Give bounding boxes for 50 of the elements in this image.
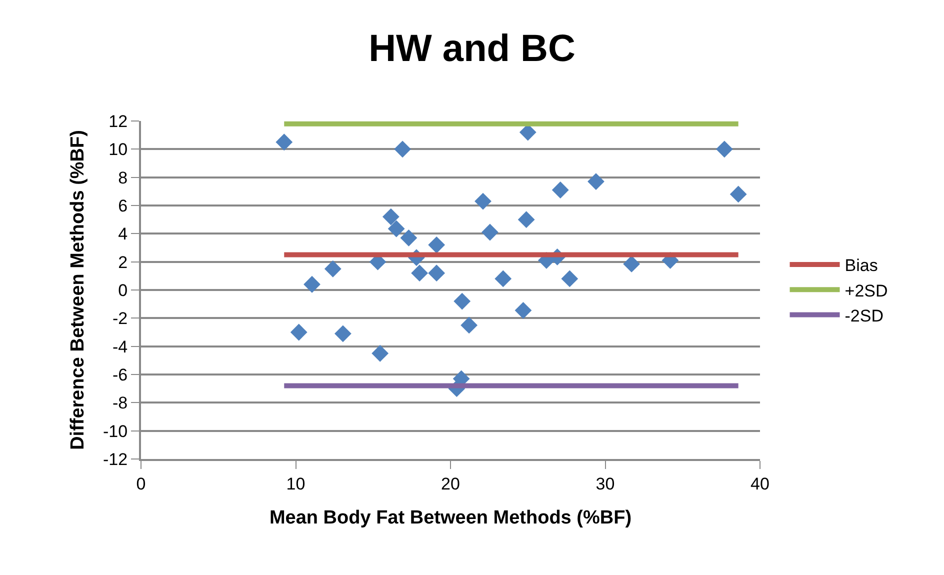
point: [561, 270, 578, 288]
y-tick-label: 0: [118, 280, 128, 300]
point: [411, 264, 428, 282]
x-tick-label: 30: [596, 474, 615, 494]
point: [428, 236, 446, 254]
x-axis-title: Mean Body Fat Between Methods (%BF): [269, 508, 632, 529]
point: [552, 182, 569, 198]
point: [304, 276, 320, 293]
y-tick-label: -10: [103, 422, 128, 441]
legend-label: -2SD: [844, 306, 884, 326]
y-tick-label: -4: [112, 337, 128, 356]
point: [518, 211, 535, 228]
y-tick-label: 4: [118, 224, 128, 244]
point: [454, 292, 471, 310]
x-tick-label: 40: [750, 474, 770, 494]
point: [400, 229, 418, 246]
point: [388, 220, 405, 238]
y-tick-label: -6: [112, 365, 128, 384]
point: [324, 260, 342, 278]
point: [588, 173, 604, 190]
point: [428, 264, 446, 282]
point: [474, 192, 492, 210]
point: [290, 324, 308, 341]
y-tick-label: 10: [108, 140, 128, 160]
point: [494, 270, 512, 288]
x-tick-label: 10: [286, 474, 306, 494]
x-tick-label: 20: [441, 474, 460, 494]
point: [382, 208, 400, 226]
y-tick-label: 2: [118, 252, 128, 272]
y-tick-label: -2: [112, 309, 128, 328]
y-tick-label: -8: [112, 394, 128, 413]
y-tick-label: 12: [108, 112, 128, 131]
legend-label: Bias: [844, 256, 878, 276]
x-tick-label: 0: [136, 474, 146, 494]
point: [276, 134, 293, 151]
point: [730, 186, 747, 203]
point: [394, 140, 411, 158]
y-tick-label: -12: [103, 450, 128, 469]
point: [716, 140, 733, 158]
point: [372, 344, 389, 362]
point: [482, 224, 498, 241]
y-tick-label: 8: [118, 168, 128, 188]
point: [623, 256, 640, 272]
y-tick-label: 6: [118, 196, 128, 216]
chart-title: HW and BC: [368, 28, 576, 70]
y-axis-title: Difference Between Methods (%BF): [67, 130, 88, 450]
legend-label: +2SD: [844, 281, 888, 300]
point: [460, 316, 478, 334]
point: [514, 302, 532, 319]
point: [334, 325, 352, 342]
